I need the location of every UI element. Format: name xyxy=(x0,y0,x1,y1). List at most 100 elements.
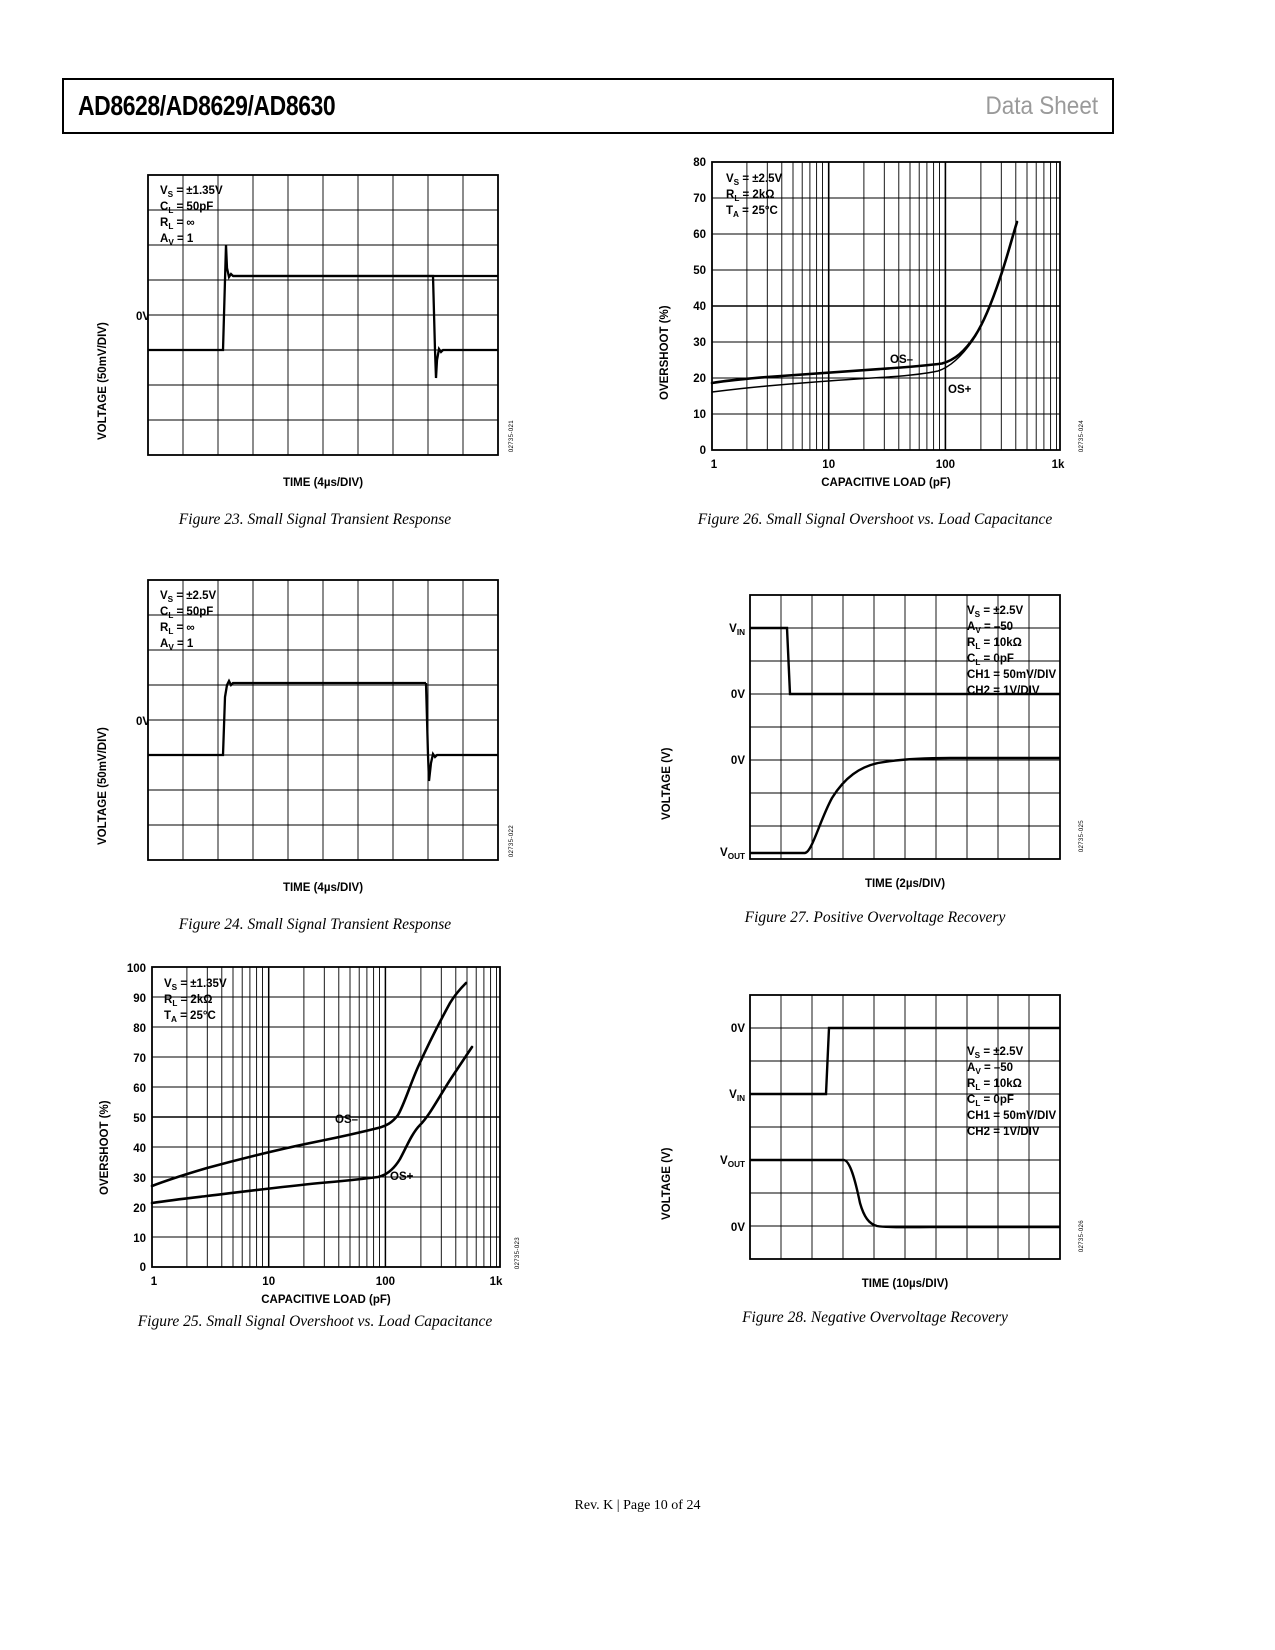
y-axis-title: OVERSHOOT (%) xyxy=(99,1100,111,1195)
svg-text:OVERSHOOT (%): OVERSHOOT (%) xyxy=(659,305,671,400)
svg-text:VOLTAGE (50mV/DIV): VOLTAGE (50mV/DIV) xyxy=(97,322,109,440)
svg-text:RL = ∞: RL = ∞ xyxy=(160,217,195,231)
y-tick-labels: 80 70 60 50 40 30 20 10 0 xyxy=(693,157,706,457)
series-label-os-minus: OS– xyxy=(890,354,914,366)
y-axis-title: VOLTAGE (V) xyxy=(661,1147,673,1220)
series-os-plus-curve xyxy=(150,1045,474,1205)
trace-label-vin: VIN xyxy=(729,1089,745,1103)
figure-23-chart: VOLTAGE (50mV/DIV) 0V xyxy=(97,174,499,489)
svg-text:AV = –50: AV = –50 xyxy=(967,621,1013,635)
plot-grid xyxy=(147,174,499,456)
svg-text:VS = ±2.5V: VS = ±2.5V xyxy=(160,590,217,604)
series-labels: OS– OS+ xyxy=(335,1114,414,1183)
svg-text:80: 80 xyxy=(133,1023,146,1035)
x-axis-title: TIME (2µs/DIV) xyxy=(865,878,945,890)
svg-text:30: 30 xyxy=(133,1173,146,1185)
y-axis-title: VOLTAGE (50mV/DIV) xyxy=(97,322,109,440)
svg-text:CH2 = 1V/DIV: CH2 = 1V/DIV xyxy=(967,1126,1040,1138)
x-axis-title: TIME (4µs/DIV) xyxy=(283,477,363,489)
plot-grid xyxy=(147,579,499,861)
svg-text:1k: 1k xyxy=(490,1276,503,1288)
figure-23-image-id: 02735-021 xyxy=(508,420,515,453)
x-axis-title: CAPACITIVE LOAD (pF) xyxy=(261,1294,391,1306)
part-number-title: AD8628/AD8629/AD8630 xyxy=(78,90,336,121)
figure-23-caption: Figure 23. Small Signal Transient Respon… xyxy=(178,511,452,528)
svg-text:60: 60 xyxy=(693,229,706,241)
svg-text:40: 40 xyxy=(133,1143,146,1155)
trace-label-vout: VOUT xyxy=(720,1155,745,1169)
figure-24: VOLTAGE (50mV/DIV) 0V xyxy=(90,555,540,934)
svg-text:CH1 = 50mV/DIV: CH1 = 50mV/DIV xyxy=(967,669,1056,681)
svg-text:AV = 1: AV = 1 xyxy=(160,233,194,247)
svg-text:VOLTAGE (50mV/DIV): VOLTAGE (50mV/DIV) xyxy=(97,727,109,845)
svg-text:CH1 = 50mV/DIV: CH1 = 50mV/DIV xyxy=(967,1110,1056,1122)
svg-text:VS = ±1.35V: VS = ±1.35V xyxy=(164,978,227,992)
waveform-trace-pulse xyxy=(424,682,498,782)
trace-label-0v-bottom: 0V xyxy=(731,1222,745,1234)
x-axis-title: TIME (4µs/DIV) xyxy=(283,882,363,894)
figure-26-image-id: 02735-024 xyxy=(1078,420,1085,453)
plot-grid xyxy=(711,161,1061,451)
svg-text:OVERSHOOT (%): OVERSHOOT (%) xyxy=(99,1100,111,1195)
svg-text:VS = ±2.5V: VS = ±2.5V xyxy=(726,173,783,187)
svg-text:RL = 10kΩ: RL = 10kΩ xyxy=(967,637,1022,651)
figure-27-image-id: 02735-025 xyxy=(1078,820,1085,853)
x-tick-labels: 1 10 100 1k xyxy=(711,459,1065,471)
trace-vout xyxy=(750,1158,1060,1229)
svg-text:CL = 50pF: CL = 50pF xyxy=(160,201,213,215)
waveform-trace-pulse xyxy=(233,274,498,379)
figure-28-chart: VOLTAGE (V) xyxy=(661,994,1061,1290)
svg-text:CL = 0pF: CL = 0pF xyxy=(967,653,1014,667)
svg-text:30: 30 xyxy=(693,337,706,349)
svg-text:50: 50 xyxy=(133,1113,146,1125)
y-axis-title: VOLTAGE (V) xyxy=(661,747,673,820)
svg-text:10: 10 xyxy=(693,409,706,421)
x-axis-title: TIME (10µs/DIV) xyxy=(862,1278,949,1290)
figure-28-caption: Figure 28. Negative Overvoltage Recovery xyxy=(742,1309,1008,1326)
svg-text:20: 20 xyxy=(133,1203,146,1215)
figure-25: OVERSHOOT (%) xyxy=(90,955,540,1331)
svg-text:20: 20 xyxy=(693,373,706,385)
x-tick-labels: 1 10 100 1k xyxy=(151,1276,503,1288)
conditions-annotation: VS = ±2.5V CL = 50pF RL = ∞ AV = 1 xyxy=(160,590,217,652)
svg-text:70: 70 xyxy=(693,193,706,205)
svg-text:RL = 2kΩ: RL = 2kΩ xyxy=(164,994,212,1008)
figure-28: VOLTAGE (V) xyxy=(650,955,1100,1327)
trace-vout xyxy=(750,756,1060,855)
svg-text:VS = ±2.5V: VS = ±2.5V xyxy=(967,1046,1024,1060)
svg-text:VOLTAGE (V): VOLTAGE (V) xyxy=(661,747,673,820)
plot-grid xyxy=(749,594,1061,860)
figure-27-chart: VOLTAGE (V) xyxy=(661,594,1061,890)
svg-text:1k: 1k xyxy=(1052,459,1065,471)
svg-text:RL = 2kΩ: RL = 2kΩ xyxy=(726,189,774,203)
svg-text:70: 70 xyxy=(133,1053,146,1065)
svg-text:CH2 = 1V/DIV: CH2 = 1V/DIV xyxy=(967,685,1040,697)
svg-text:10: 10 xyxy=(262,1276,275,1288)
figure-26: OVERSHOOT (%) xyxy=(650,150,1100,529)
svg-text:TA = 25°C: TA = 25°C xyxy=(726,205,778,219)
figure-25-chart: OVERSHOOT (%) xyxy=(99,963,503,1306)
series-label-os-minus: OS– xyxy=(335,1114,359,1126)
svg-text:10: 10 xyxy=(133,1233,146,1245)
page-header: AD8628/AD8629/AD8630 Data Sheet xyxy=(62,78,1114,134)
svg-text:10: 10 xyxy=(822,459,835,471)
trace-label-0v-ch1: 0V xyxy=(731,689,745,701)
plot-grid xyxy=(749,994,1061,1260)
svg-text:80: 80 xyxy=(693,157,706,169)
figure-24-chart: VOLTAGE (50mV/DIV) 0V xyxy=(97,579,499,894)
svg-text:40: 40 xyxy=(693,301,706,313)
svg-text:RL = 10kΩ: RL = 10kΩ xyxy=(967,1078,1022,1092)
trace-label-0v-top: 0V xyxy=(731,1023,745,1035)
document-type-label: Data Sheet xyxy=(985,91,1098,120)
series-label-os-plus: OS+ xyxy=(948,384,972,396)
svg-text:0: 0 xyxy=(140,1262,146,1274)
series-os-minus-curve xyxy=(150,981,468,1188)
svg-text:100: 100 xyxy=(936,459,955,471)
series-label-os-plus: OS+ xyxy=(390,1171,414,1183)
zero-volt-label: 0V xyxy=(136,311,150,323)
figure-26-chart: OVERSHOOT (%) xyxy=(659,157,1065,489)
trace-vin xyxy=(750,1026,1060,1096)
trace-labels: 0V VIN VOUT 0V xyxy=(720,1023,745,1234)
series-os-plus-curve xyxy=(711,221,1018,393)
svg-text:TA = 25°C: TA = 25°C xyxy=(164,1010,216,1024)
